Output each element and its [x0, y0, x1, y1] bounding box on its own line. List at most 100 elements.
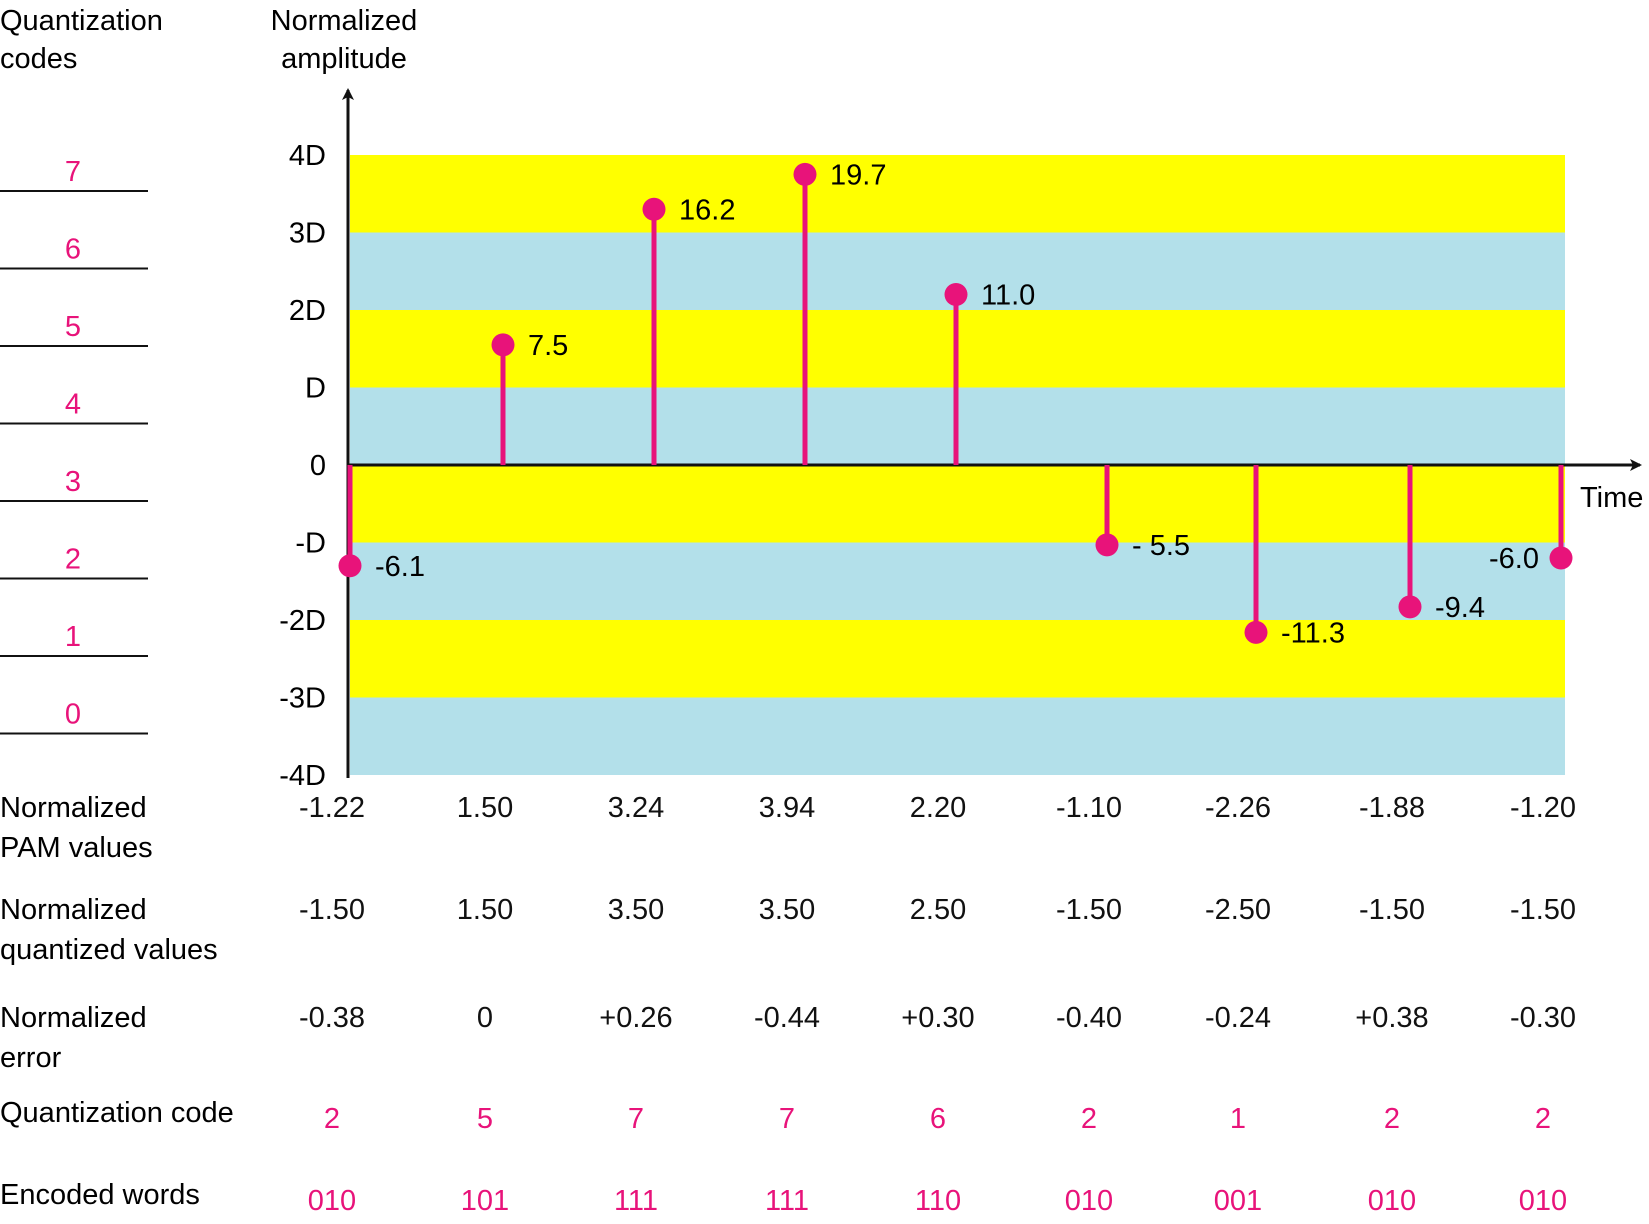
table-cell: -0.38	[299, 1002, 365, 1034]
sample-value-label: -6.0	[1489, 543, 1539, 575]
quantization-code-label: 2	[65, 544, 81, 576]
quantization-code-label: 6	[65, 234, 81, 266]
table-cell: 3.94	[759, 792, 815, 824]
y-tick-label: 2D	[289, 295, 326, 327]
sample-value-label: -11.3	[1281, 617, 1345, 649]
table-cell: 2.50	[910, 894, 966, 926]
table-row-label: error	[0, 1042, 62, 1074]
table-cell: 5	[477, 1103, 493, 1135]
table-cell: -1.10	[1056, 792, 1122, 824]
quantization-code-label: 5	[65, 311, 81, 343]
table-cell: +0.30	[901, 1002, 974, 1034]
sample-value-label: 19.7	[830, 159, 886, 191]
sample-dot	[1398, 595, 1422, 619]
y-tick-label: -3D	[279, 683, 326, 715]
sample-value-label: 7.5	[528, 330, 568, 362]
table-cell: 2	[1535, 1103, 1551, 1135]
table-cell: 111	[765, 1185, 809, 1217]
table-cell: -0.44	[754, 1002, 820, 1034]
quantization-code-label: 3	[65, 466, 81, 498]
table-cell: -1.88	[1359, 792, 1425, 824]
sample-dot	[642, 197, 666, 221]
band-blue	[350, 697, 1565, 775]
table-cell: 010	[1368, 1185, 1416, 1217]
band-yellow	[350, 155, 1565, 233]
sample-value-label: -9.4	[1435, 592, 1485, 624]
table-cell: -0.40	[1056, 1002, 1122, 1034]
table-cell: -1.50	[1359, 894, 1425, 926]
sample-dot	[1095, 533, 1119, 557]
sample-dot	[338, 554, 362, 578]
table-cell: -1.20	[1510, 792, 1576, 824]
sample-dot	[1244, 620, 1268, 644]
y-tick-label: 3D	[289, 218, 326, 250]
band-yellow	[350, 620, 1565, 698]
table-row-label: Normalized	[0, 792, 147, 824]
table-cell: 7	[779, 1103, 795, 1135]
table-cell: -1.50	[299, 894, 365, 926]
table-cell: -1.22	[299, 792, 365, 824]
sample-dot	[944, 283, 968, 306]
table-cell: 111	[614, 1185, 658, 1217]
band-blue	[350, 542, 1565, 620]
table-cell: -0.30	[1510, 1002, 1576, 1034]
band-yellow	[350, 465, 1565, 543]
sample-dot	[491, 333, 515, 357]
sample-value-label: - 5.5	[1132, 530, 1190, 562]
table-cell: 6	[930, 1103, 946, 1135]
table-cell: 2	[1081, 1103, 1097, 1135]
y-tick-label: 4D	[289, 140, 326, 172]
table-cell: 3.50	[608, 894, 664, 926]
table-row-label: Normalized	[0, 1002, 147, 1034]
table-cell: 3.24	[608, 792, 664, 824]
y-tick-label: -4D	[279, 760, 326, 792]
table-cell: +0.38	[1355, 1002, 1428, 1034]
table-cell: 2.20	[910, 792, 966, 824]
sample-stems: -6.1 7.5 16.2 19.7 11.0 - 5.5 -11.3 -9.4-6.0	[338, 159, 1573, 649]
y-tick-label: 0	[310, 450, 326, 482]
table-cell: 7	[628, 1103, 644, 1135]
quantization-code-label: 1	[65, 621, 81, 653]
table-cell: 3.50	[759, 894, 815, 926]
y-tick-label: D	[305, 373, 326, 405]
table-cell: -2.26	[1205, 792, 1271, 824]
table-row-label: Normalized	[0, 894, 147, 926]
y-axis-ticks: 4D 3D 2D D 0 -D -2D -3D -4D	[279, 140, 326, 792]
table-cell: 0	[477, 1002, 493, 1034]
table-cell: -1.50	[1510, 894, 1576, 926]
table-cell: 010	[1519, 1185, 1567, 1217]
quantization-code-label: 0	[65, 699, 81, 731]
sample-dot	[793, 162, 817, 186]
table-cell: -0.24	[1205, 1002, 1271, 1034]
table-cell: 101	[461, 1185, 509, 1217]
table-cell: 1	[1230, 1103, 1246, 1135]
table-cell: 2	[324, 1103, 340, 1135]
sample-dot	[1549, 546, 1573, 570]
table-cell: 110	[915, 1185, 961, 1217]
quantization-code-list: 7 6 5 4 3 2 1 0	[0, 156, 148, 735]
table-row-label: PAM values	[0, 832, 153, 864]
table-row-label: quantized values	[0, 934, 218, 966]
codes-title-line1: Quantization	[0, 5, 163, 37]
table-cell: -1.50	[1056, 894, 1122, 926]
value-table: Normalized PAM values -1.22 1.50 3.24 3.94 2.2…	[0, 792, 1576, 1217]
sample-value-label: 16.2	[679, 194, 735, 226]
table-cell: 1.50	[457, 894, 513, 926]
axis-title-line2: amplitude	[281, 43, 407, 75]
time-label: Time	[1580, 482, 1643, 514]
y-tick-label: -D	[295, 528, 326, 560]
table-row-label: Quantization code	[0, 1097, 234, 1129]
table-cell: 2	[1384, 1103, 1400, 1135]
quantization-code-label: 4	[65, 389, 81, 421]
table-cell: 010	[308, 1185, 356, 1217]
table-row-label: Encoded words	[0, 1179, 200, 1211]
table-cell: -2.50	[1205, 894, 1271, 926]
quantization-code-label: 7	[65, 156, 81, 188]
axis-title-line1: Normalized	[271, 5, 418, 37]
sample-value-label: 11.0	[981, 280, 1035, 312]
table-cell: 001	[1214, 1185, 1262, 1217]
codes-title-line2: codes	[0, 43, 77, 75]
sample-value-label: -6.1	[375, 551, 425, 583]
table-cell: +0.26	[599, 1002, 672, 1034]
